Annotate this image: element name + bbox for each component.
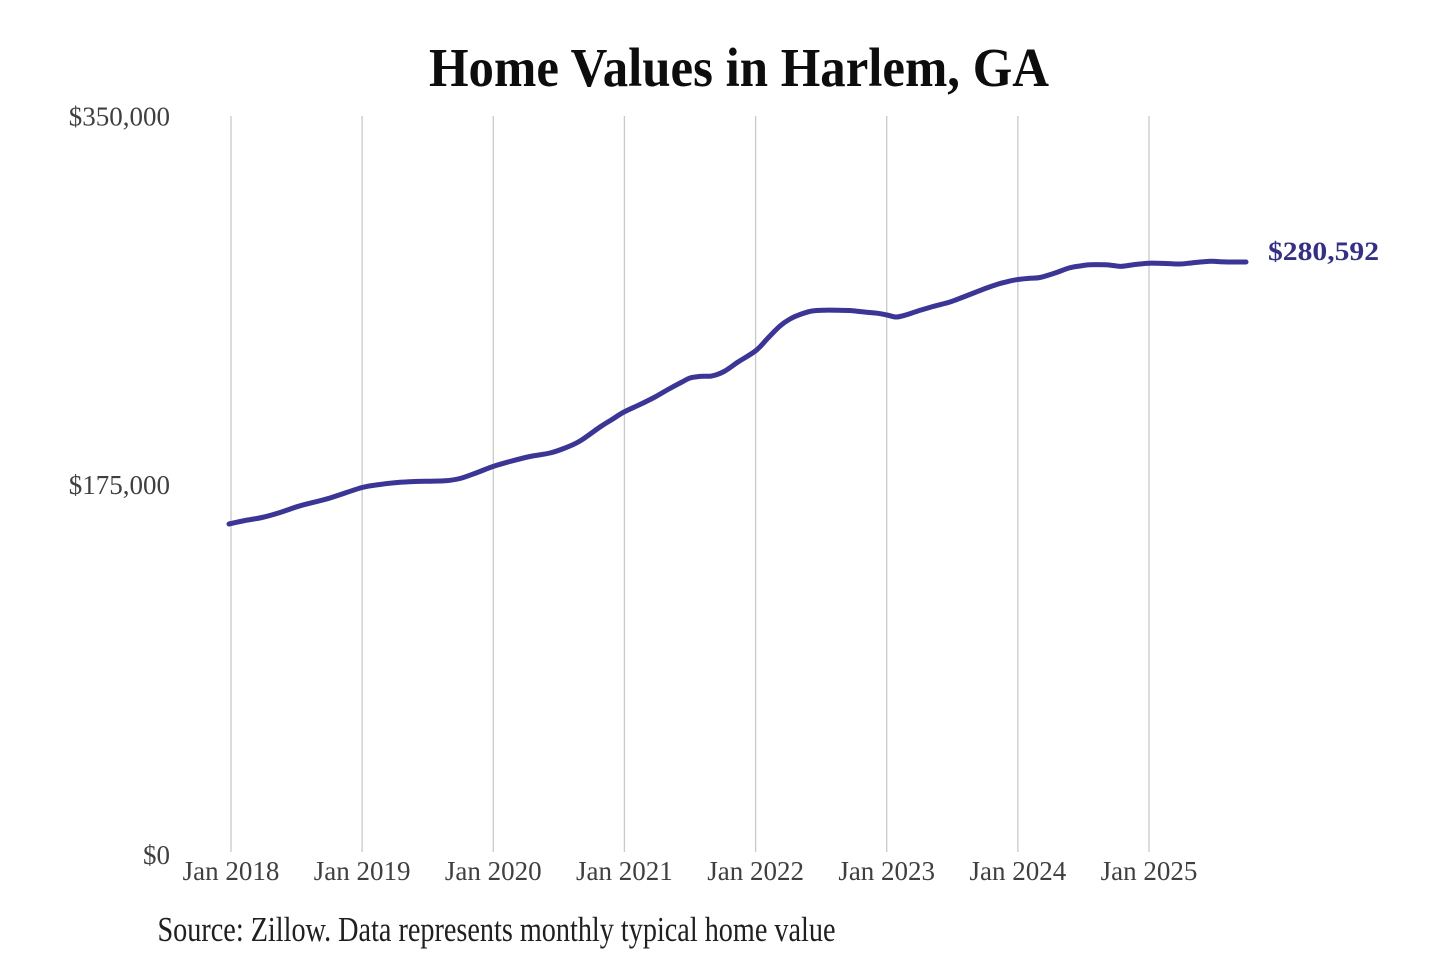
svg-text:Jan 2022: Jan 2022 — [707, 856, 804, 886]
svg-text:Jan 2025: Jan 2025 — [1101, 856, 1198, 886]
svg-text:Jan 2018: Jan 2018 — [183, 856, 280, 886]
svg-text:Jan 2024: Jan 2024 — [970, 856, 1067, 886]
svg-text:Home Values in Harlem, GA: Home Values in Harlem, GA — [429, 37, 1049, 98]
svg-text:$350,000: $350,000 — [69, 102, 170, 132]
svg-text:Source: Zillow. Data represent: Source: Zillow. Data represents monthly … — [158, 910, 836, 949]
svg-text:$280,592: $280,592 — [1268, 237, 1379, 266]
svg-text:Jan 2020: Jan 2020 — [445, 856, 542, 886]
svg-text:Jan 2021: Jan 2021 — [576, 856, 673, 886]
svg-text:$175,000: $175,000 — [69, 470, 170, 500]
svg-text:$0: $0 — [143, 840, 170, 870]
svg-text:Jan 2019: Jan 2019 — [314, 856, 411, 886]
svg-text:Jan 2023: Jan 2023 — [838, 856, 935, 886]
